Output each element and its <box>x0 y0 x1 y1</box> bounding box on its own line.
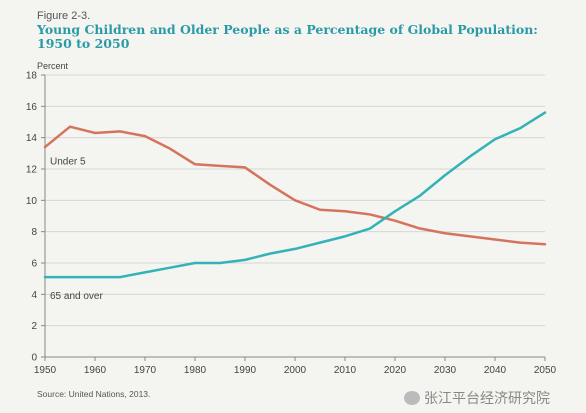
series-label-under-5: Under 5 <box>50 156 86 167</box>
y-tick-label: 14 <box>26 133 38 144</box>
x-tick-label: 1950 <box>34 365 57 376</box>
series-line-65-and-over <box>43 111 547 279</box>
series-labels: Percent Under 5 65 and over <box>37 61 103 302</box>
y-tick-label: 2 <box>31 321 37 332</box>
chart-title: Young Children and Older People as a Per… <box>37 22 538 51</box>
y-tick-label: 16 <box>26 102 38 113</box>
series-label-65-and-over: 65 and over <box>50 291 103 302</box>
x-tick-label: 1980 <box>184 365 207 376</box>
x-tick-label: 2050 <box>534 365 557 376</box>
y-tick-label: 8 <box>31 227 37 238</box>
x-tick-label: 2000 <box>284 365 307 376</box>
x-tick-label: 2030 <box>434 365 457 376</box>
series-lines <box>43 111 547 279</box>
x-tick-label: 1960 <box>84 365 107 376</box>
y-tick-label: 18 <box>26 71 38 82</box>
x-tick-label: 1990 <box>234 365 257 376</box>
figure-label: Figure 2-3. <box>37 10 91 22</box>
y-tick-label: 10 <box>26 196 38 207</box>
series-line-under-5 <box>43 125 547 246</box>
x-tick-label: 2020 <box>384 365 407 376</box>
x-tick-label: 2010 <box>334 365 357 376</box>
y-tick-label: 12 <box>26 165 38 176</box>
axes <box>41 74 546 361</box>
y-tick-label: 0 <box>31 353 37 364</box>
watermark-text: 张江平台经济研究院 <box>424 390 550 406</box>
source-note: Source: United Nations, 2013. <box>37 389 151 399</box>
y-axis-label: Percent <box>37 61 69 71</box>
watermark: 张江平台经济研究院 <box>404 388 550 408</box>
x-tick-label: 1970 <box>134 365 157 376</box>
y-tick-label: 6 <box>31 259 37 270</box>
x-tick-label: 2040 <box>484 365 507 376</box>
y-tick-label: 4 <box>31 290 37 301</box>
wechat-icon <box>404 391 420 405</box>
tick-labels: 0 2 4 6 8 10 12 14 16 18 1950 1960 1970 1980 1990 2000 2… <box>26 71 557 377</box>
grid-lines <box>45 74 545 327</box>
